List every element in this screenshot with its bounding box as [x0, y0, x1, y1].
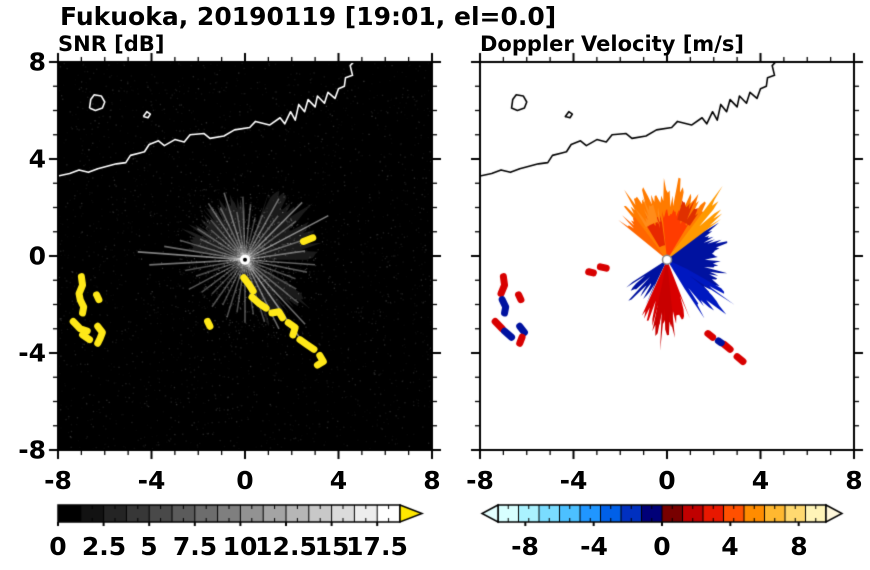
x-tick-label: 8 [423, 466, 441, 495]
x-tick-label: -4 [559, 466, 588, 495]
colorbar-tick-label: 0 [49, 532, 67, 561]
x-tick-label: 4 [751, 466, 770, 495]
snr-colorbar-canvas [50, 501, 440, 527]
x-tick-label: 8 [845, 466, 863, 495]
y-tick-label: 4 [28, 144, 46, 174]
y-tick-label: 0 [28, 241, 46, 271]
colorbar-tick-label: 4 [721, 532, 739, 561]
colorbar-tick-label: 0 [653, 532, 671, 561]
colorbar-tick-label: -4 [580, 532, 608, 561]
x-tick-label: 0 [658, 466, 676, 495]
colorbar-tick-label: 5 [140, 532, 158, 561]
colorbar-tick-label: 2.5 [81, 532, 127, 561]
x-tick-label: -4 [137, 466, 166, 495]
colorbar-tick-label: 10 [222, 532, 258, 561]
x-tick-label: -8 [44, 466, 72, 495]
y-tick-label: -4 [18, 338, 46, 368]
x-tick-label: -8 [466, 466, 494, 495]
x-tick-label: 0 [236, 466, 254, 495]
colorbar-tick-label: 7.5 [172, 532, 218, 561]
doppler-ppi-canvas [468, 50, 866, 462]
x-tick-label: 4 [329, 466, 348, 495]
colorbar-tick-label: 8 [790, 532, 808, 561]
doppler-colorbar-canvas [478, 501, 864, 527]
y-tick-label: 8 [28, 47, 46, 77]
colorbar-tick-label: -8 [511, 532, 539, 561]
figure-title: Fukuoka, 20190119 [19:01, el=0.0] [60, 2, 557, 31]
colorbar-tick-label: 17.5 [346, 532, 408, 561]
colorbar-tick-label: 12.5 [255, 532, 317, 561]
y-tick-label: -8 [18, 435, 46, 465]
colorbar-tick-label: 15 [314, 532, 350, 561]
snr-ppi-canvas [46, 50, 444, 462]
